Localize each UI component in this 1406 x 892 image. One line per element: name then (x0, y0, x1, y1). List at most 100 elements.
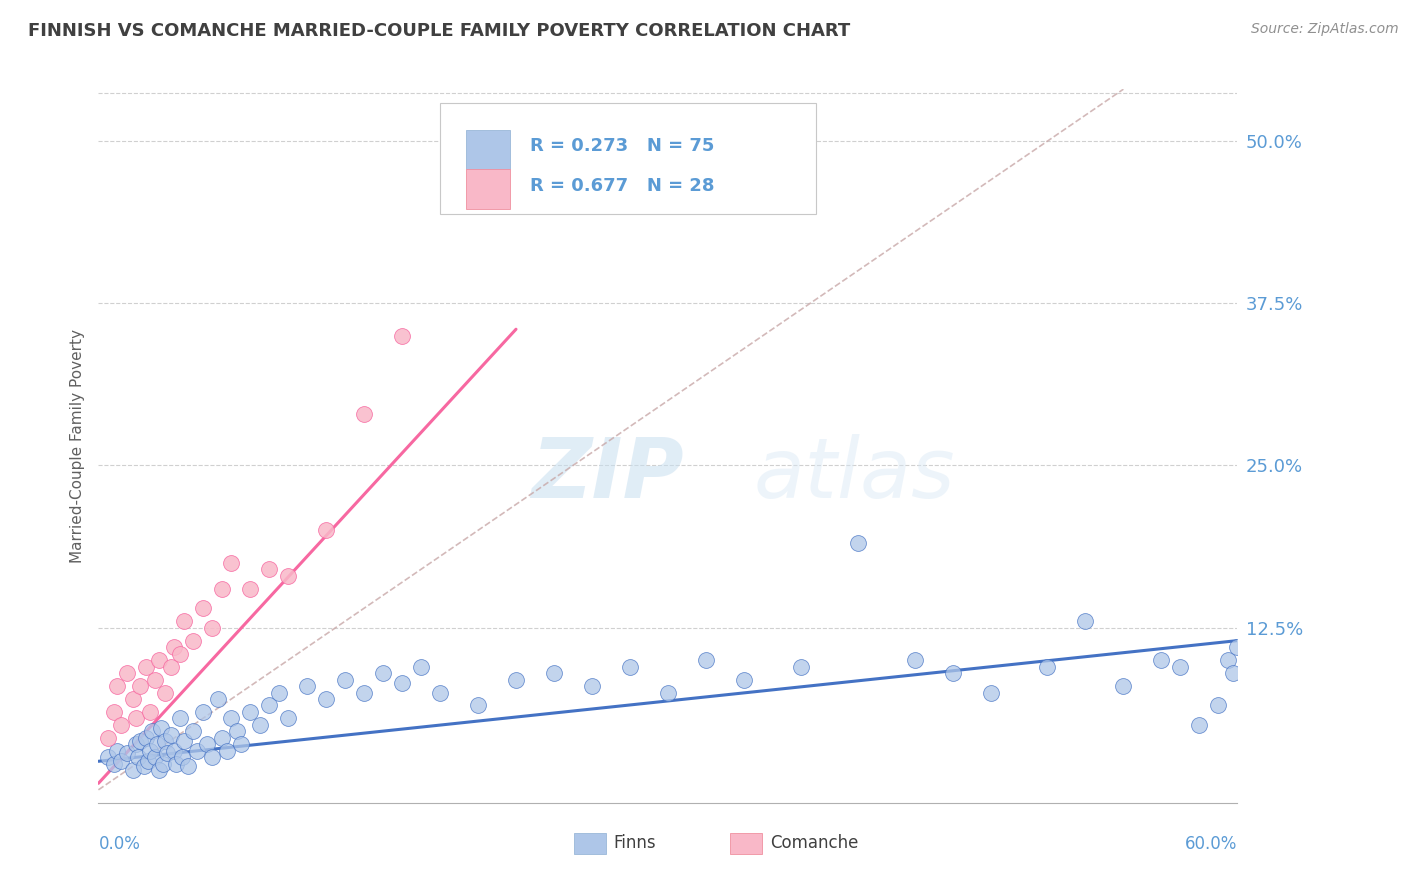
Point (221, 711, 243, 725)
Point (173, 733, 195, 747)
Point (146, 738, 169, 752)
Text: R = 0.677   N = 28: R = 0.677 N = 28 (530, 177, 714, 194)
Point (148, 764, 170, 778)
Point (163, 640, 186, 654)
Point (138, 705, 160, 719)
Point (391, 328, 413, 343)
Point (249, 718, 271, 732)
Point (315, 524, 337, 538)
Text: ZIP: ZIP (531, 434, 683, 515)
Point (391, 676, 413, 690)
Point (163, 744, 186, 758)
Point (1208, 698, 1230, 713)
Point (152, 756, 174, 771)
Point (183, 724, 205, 739)
Text: Finns: Finns (613, 835, 655, 853)
Text: 60.0%: 60.0% (1185, 835, 1237, 854)
Point (145, 750, 167, 764)
Text: 0.0%: 0.0% (98, 835, 141, 854)
FancyBboxPatch shape (575, 833, 606, 855)
Point (107, 679, 129, 693)
Point (221, 556, 243, 570)
Point (315, 692, 337, 706)
Point (148, 653, 170, 667)
Point (657, 685, 679, 699)
Point (979, 685, 1001, 699)
Point (1170, 659, 1192, 673)
Point (138, 744, 160, 758)
Point (153, 685, 176, 699)
Point (1074, 614, 1097, 628)
Point (1150, 653, 1173, 667)
Point (169, 647, 191, 661)
Point (127, 750, 149, 764)
Point (170, 750, 193, 764)
Point (103, 705, 125, 719)
FancyBboxPatch shape (440, 103, 815, 214)
Point (1226, 640, 1249, 654)
Point (277, 711, 299, 725)
Point (297, 679, 319, 693)
Point (267, 685, 290, 699)
Point (543, 666, 565, 681)
Point (121, 764, 143, 778)
Point (229, 738, 252, 752)
Point (132, 759, 155, 773)
Point (353, 685, 375, 699)
Point (107, 744, 129, 758)
Text: R = 0.273   N = 75: R = 0.273 N = 75 (530, 137, 714, 155)
Text: Comanche: Comanche (770, 835, 859, 853)
Point (176, 759, 198, 773)
Point (505, 673, 527, 687)
Point (695, 653, 717, 667)
FancyBboxPatch shape (467, 169, 509, 209)
Point (1216, 653, 1239, 667)
Point (733, 673, 755, 687)
FancyBboxPatch shape (467, 130, 509, 169)
Text: Source: ZipAtlas.com: Source: ZipAtlas.com (1251, 22, 1399, 37)
Point (411, 659, 433, 673)
Point (259, 698, 281, 713)
Point (97, 750, 120, 764)
Point (259, 562, 281, 576)
Point (156, 747, 179, 761)
Point (145, 673, 167, 687)
Point (129, 733, 152, 747)
FancyBboxPatch shape (731, 833, 762, 855)
Point (195, 738, 218, 752)
Point (207, 692, 229, 706)
Point (159, 728, 181, 742)
Point (429, 685, 451, 699)
Point (239, 582, 262, 596)
Point (1222, 666, 1244, 681)
Point (226, 724, 249, 739)
Point (135, 659, 157, 673)
Point (153, 733, 176, 747)
Y-axis label: Married-Couple Family Poverty: Married-Couple Family Poverty (69, 329, 84, 563)
Point (581, 679, 603, 693)
Point (159, 659, 181, 673)
Point (1036, 659, 1059, 673)
Point (115, 666, 138, 681)
Point (110, 754, 132, 768)
Point (191, 705, 214, 719)
Text: FINNISH VS COMANCHE MARRIED-COUPLE FAMILY POVERTY CORRELATION CHART: FINNISH VS COMANCHE MARRIED-COUPLE FAMIL… (28, 22, 851, 40)
Point (129, 679, 152, 693)
Point (619, 659, 641, 673)
Point (1188, 718, 1211, 732)
Point (191, 601, 214, 615)
Point (97, 731, 120, 745)
Text: atlas: atlas (754, 434, 955, 515)
Point (904, 653, 927, 667)
Point (141, 724, 163, 739)
Point (150, 721, 173, 735)
Point (165, 756, 187, 771)
Point (335, 673, 357, 687)
Point (467, 698, 489, 713)
Point (115, 747, 138, 761)
Point (125, 711, 148, 725)
Point (239, 705, 262, 719)
Point (110, 718, 132, 732)
Point (125, 738, 148, 752)
Point (277, 568, 299, 582)
